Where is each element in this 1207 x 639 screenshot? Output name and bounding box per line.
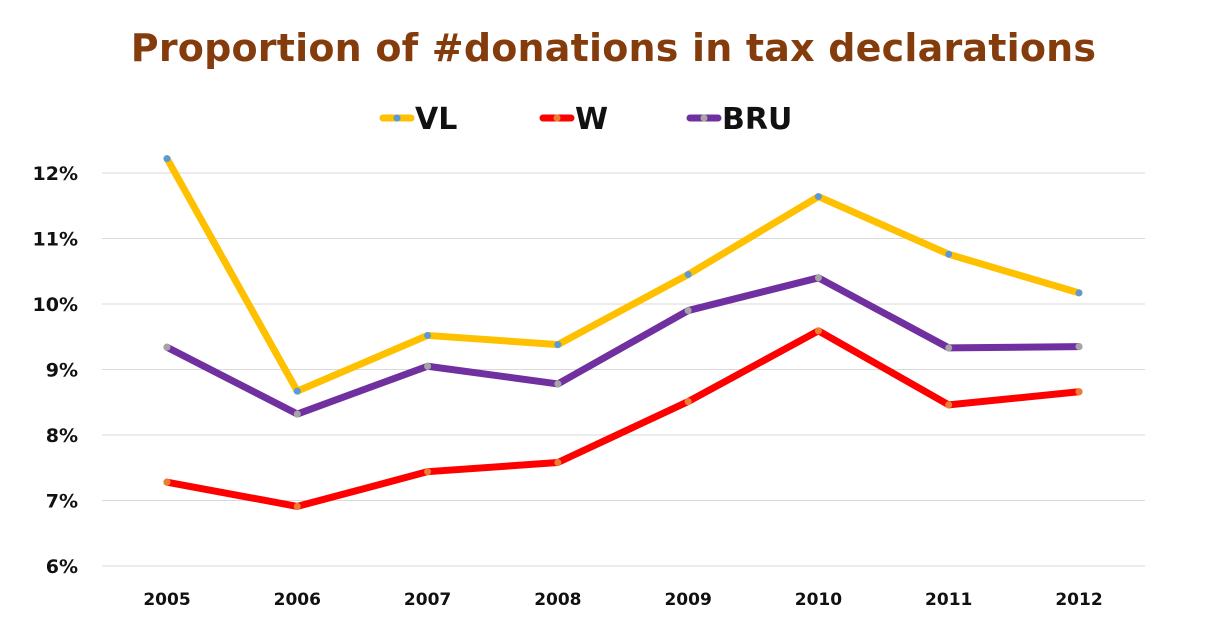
- y-tick-label: 7%: [46, 491, 78, 513]
- series-bru: [163, 274, 1083, 418]
- x-tick-label: 2010: [795, 590, 842, 610]
- legend-marker-w: [553, 114, 561, 122]
- data-point-bru: [163, 343, 171, 351]
- data-point-vl: [554, 341, 562, 349]
- y-tick-label: 10%: [33, 294, 78, 316]
- series-line-bru: [163, 274, 1083, 418]
- data-point-w: [1075, 388, 1083, 396]
- data-point-vl: [1075, 289, 1083, 297]
- series-line-w: [163, 327, 1083, 510]
- series-line-vl: [163, 155, 1083, 395]
- legend-item-w: W: [539, 102, 608, 137]
- data-point-vl: [424, 331, 432, 339]
- y-tick-label: 11%: [33, 229, 78, 251]
- legend-label-bru: BRU: [722, 102, 792, 137]
- x-tick-label: 2007: [404, 590, 451, 610]
- data-point-w: [554, 459, 562, 467]
- data-point-bru: [684, 307, 692, 315]
- data-point-vl: [945, 250, 953, 258]
- chart-title: Proportion of #donations in tax declarat…: [130, 26, 1097, 70]
- data-point-bru: [945, 344, 953, 352]
- data-point-vl: [163, 155, 171, 163]
- legend-marker-bru: [700, 114, 708, 122]
- data-point-bru: [814, 274, 822, 282]
- series-lines: [163, 155, 1083, 510]
- data-point-vl: [684, 271, 692, 279]
- y-tick-label: 8%: [46, 425, 78, 447]
- y-tick-label: 6%: [46, 556, 78, 578]
- y-axis-ticks: 6% 7% 8% 9% 10% 11% 12%: [33, 163, 78, 578]
- data-point-w: [945, 401, 953, 409]
- legend-marker-vl: [393, 114, 401, 122]
- legend-label-w: W: [575, 102, 608, 137]
- legend-item-vl: VL: [379, 102, 457, 137]
- data-point-w: [814, 327, 822, 335]
- x-tick-label: 2006: [274, 590, 321, 610]
- data-point-bru: [1075, 343, 1083, 351]
- series-vl: [163, 155, 1083, 395]
- data-point-w: [424, 468, 432, 476]
- x-tick-label: 2008: [534, 590, 581, 610]
- gridlines: [102, 172, 1145, 567]
- data-point-w: [293, 502, 301, 510]
- x-tick-label: 2012: [1055, 590, 1102, 610]
- x-tick-label: 2005: [143, 590, 190, 610]
- y-tick-label: 12%: [33, 163, 78, 185]
- data-point-bru: [424, 362, 432, 370]
- data-point-vl: [293, 387, 301, 395]
- legend-label-vl: VL: [415, 102, 457, 137]
- data-point-bru: [293, 410, 301, 418]
- legend-item-bru: BRU: [686, 102, 792, 137]
- data-point-bru: [554, 380, 562, 388]
- x-tick-label: 2009: [664, 590, 711, 610]
- x-tick-label: 2011: [925, 590, 972, 610]
- legend: VL W BRU: [379, 102, 792, 137]
- series-w: [163, 327, 1083, 510]
- x-axis-ticks: 2005 2006 2007 2008 2009 2010 2011 2012: [143, 590, 1102, 610]
- data-point-w: [684, 398, 692, 406]
- data-point-w: [163, 478, 171, 486]
- data-point-vl: [814, 193, 822, 201]
- y-tick-label: 9%: [46, 360, 78, 382]
